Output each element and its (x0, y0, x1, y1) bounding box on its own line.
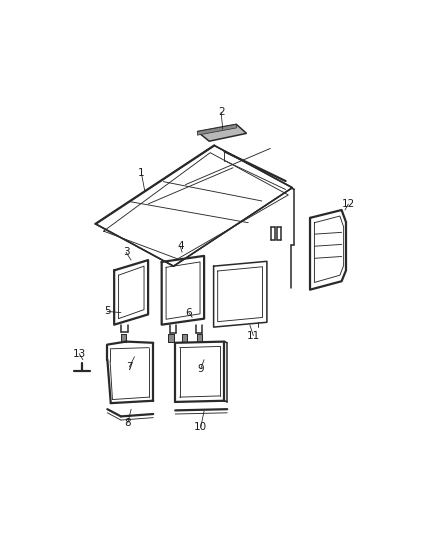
Text: 12: 12 (342, 199, 355, 209)
Text: 11: 11 (247, 330, 260, 341)
Text: 8: 8 (124, 418, 131, 428)
Text: 2: 2 (218, 107, 224, 117)
Text: 9: 9 (198, 364, 204, 374)
Polygon shape (197, 124, 237, 135)
Text: 5: 5 (104, 306, 111, 317)
Polygon shape (182, 334, 187, 342)
Text: 13: 13 (73, 349, 86, 359)
Polygon shape (169, 334, 173, 342)
Text: 7: 7 (126, 362, 133, 372)
Polygon shape (197, 334, 202, 342)
Text: 1: 1 (138, 167, 145, 177)
Polygon shape (197, 124, 247, 141)
Polygon shape (121, 334, 126, 342)
Text: 4: 4 (177, 241, 184, 251)
Text: 3: 3 (123, 247, 129, 257)
Text: 6: 6 (186, 308, 192, 318)
Text: 10: 10 (194, 422, 207, 432)
